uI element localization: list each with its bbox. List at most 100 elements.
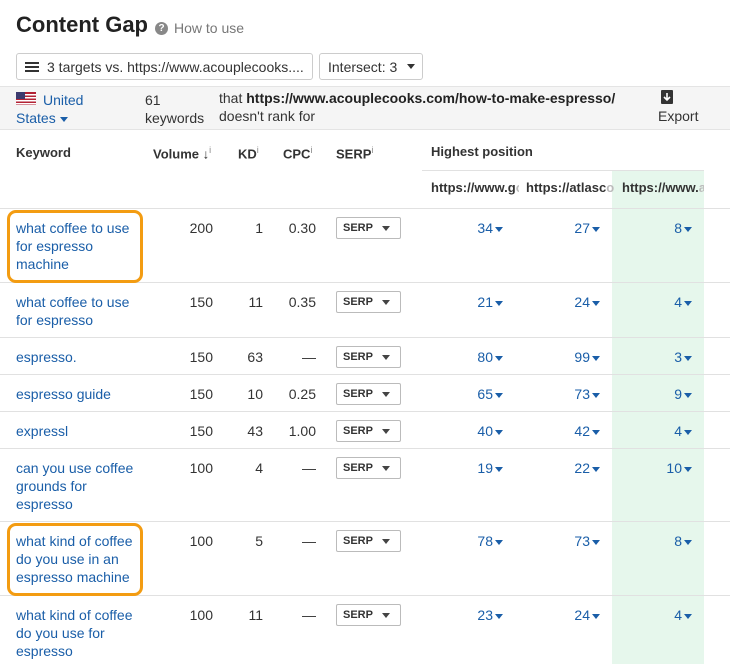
country-selector[interactable]: United States	[16, 91, 83, 127]
position-value: 24	[574, 294, 590, 310]
column-target-2[interactable]: https://atlasco	[526, 180, 614, 195]
position-value: 10	[666, 460, 682, 476]
cpc-value: 0.35	[288, 294, 316, 310]
position-target-1[interactable]: 23	[440, 606, 503, 624]
keyword-link[interactable]: can you use coffee grounds for espresso	[16, 460, 134, 512]
keywords-count-value: 61	[145, 92, 161, 108]
position-target-1[interactable]: 21	[440, 293, 503, 311]
column-target-3[interactable]: https://www.a	[622, 180, 704, 195]
chevron-down-icon	[592, 392, 600, 398]
keyword-link[interactable]: espresso.	[16, 349, 77, 365]
table-row: espresso guide 150 10 0.25 SERP 65 73 9	[0, 375, 730, 412]
serp-dropdown-button[interactable]: SERP	[336, 604, 401, 626]
targets-settings-button[interactable]: 3 targets vs. https://www.acouplecooks..…	[16, 53, 313, 80]
position-target-3[interactable]: 4	[630, 606, 692, 624]
chevron-down-icon	[684, 429, 692, 435]
position-value: 3	[674, 349, 682, 365]
position-target-3[interactable]: 8	[630, 219, 692, 237]
position-target-2[interactable]: 24	[535, 293, 600, 311]
position-target-3[interactable]: 10	[630, 459, 692, 477]
chevron-down-icon	[684, 300, 692, 306]
cpc-value: 0.30	[288, 220, 316, 236]
position-target-2[interactable]: 99	[535, 348, 600, 366]
cpc-value: 0.25	[288, 386, 316, 402]
column-volume[interactable]: Volume ↓i	[153, 145, 211, 161]
position-target-3[interactable]: 4	[630, 293, 692, 311]
position-target-2[interactable]: 24	[535, 606, 600, 624]
divider	[0, 208, 730, 209]
position-target-1[interactable]: 19	[440, 459, 503, 477]
kd-value: 11	[248, 294, 263, 310]
position-target-2[interactable]: 73	[535, 532, 600, 550]
chevron-down-icon	[684, 226, 692, 232]
position-target-1[interactable]: 40	[440, 422, 503, 440]
position-value: 9	[674, 386, 682, 402]
position-target-1[interactable]: 78	[440, 532, 503, 550]
column-cpc[interactable]: CPCi	[283, 145, 312, 161]
cpc-value: —	[302, 533, 316, 549]
target-3-url: https://www.	[622, 180, 699, 195]
chevron-down-icon	[684, 466, 692, 472]
position-value: 4	[674, 607, 682, 623]
position-target-1[interactable]: 65	[440, 385, 503, 403]
chevron-down-icon	[381, 299, 390, 305]
serp-button-label: SERP	[343, 222, 373, 234]
position-value: 42	[574, 423, 590, 439]
keyword-link[interactable]: expressl	[16, 423, 69, 439]
position-target-2[interactable]: 27	[535, 219, 600, 237]
serp-dropdown-button[interactable]: SERP	[336, 530, 401, 552]
column-target-1[interactable]: https://www.go	[431, 180, 519, 195]
serp-dropdown-button[interactable]: SERP	[336, 346, 401, 368]
serp-dropdown-button[interactable]: SERP	[336, 291, 401, 313]
serp-dropdown-button[interactable]: SERP	[336, 420, 401, 442]
keyword-link[interactable]: espresso guide	[16, 386, 111, 402]
position-value: 8	[674, 220, 682, 236]
chevron-down-icon	[684, 539, 692, 545]
position-target-2[interactable]: 22	[535, 459, 600, 477]
position-target-1[interactable]: 34	[440, 219, 503, 237]
how-to-use-link[interactable]: ? How to use	[155, 20, 244, 36]
volume-value: 200	[189, 220, 213, 236]
cpc-value: —	[302, 460, 316, 476]
info-icon: i	[371, 145, 374, 155]
country-line2: States	[16, 110, 56, 126]
volume-value: 150	[189, 294, 213, 310]
column-kd[interactable]: KDi	[238, 145, 259, 161]
column-serp-label: SERP	[336, 146, 372, 162]
position-target-3[interactable]: 8	[630, 532, 692, 550]
serp-button-label: SERP	[343, 425, 373, 437]
position-target-2[interactable]: 73	[535, 385, 600, 403]
position-target-1[interactable]: 80	[440, 348, 503, 366]
position-target-2[interactable]: 42	[535, 422, 600, 440]
table-row: what coffee to use for espresso 150 11 0.35…	[0, 283, 730, 338]
chevron-down-icon	[381, 225, 390, 231]
table-row: what kind of coffee do you use in an esp…	[0, 522, 730, 596]
export-button[interactable]: Export	[658, 90, 698, 124]
position-target-3[interactable]: 9	[630, 385, 692, 403]
keyword-link[interactable]: what coffee to use for espresso	[16, 294, 130, 328]
targets-label: 3 targets vs. https://www.acouplecooks..…	[47, 58, 304, 75]
serp-button-label: SERP	[343, 609, 373, 621]
serp-dropdown-button[interactable]: SERP	[336, 457, 401, 479]
keyword-link[interactable]: what kind of coffee do you use for espre…	[16, 607, 133, 659]
serp-dropdown-button[interactable]: SERP	[336, 383, 401, 405]
chevron-down-icon	[495, 429, 503, 435]
position-target-3[interactable]: 3	[630, 348, 692, 366]
keyword-link[interactable]: what kind of coffee do you use in an esp…	[16, 533, 133, 585]
intersect-dropdown[interactable]: Intersect: 3	[319, 53, 423, 80]
column-volume-label: Volume	[153, 146, 199, 162]
info-icon: i	[256, 145, 259, 155]
serp-dropdown-button[interactable]: SERP	[336, 217, 401, 239]
keyword-highlight-box	[7, 210, 143, 283]
column-highest-position: Highest position	[431, 144, 533, 159]
position-target-3[interactable]: 4	[630, 422, 692, 440]
chevron-down-icon	[592, 226, 600, 232]
page-title: Content Gap	[16, 12, 148, 37]
column-keyword[interactable]: Keyword	[16, 145, 71, 160]
chevron-down-icon	[381, 538, 390, 544]
keyword-link[interactable]: what coffee to use for espresso machine	[16, 220, 130, 272]
chevron-down-icon	[592, 466, 600, 472]
position-value: 34	[477, 220, 493, 236]
chevron-down-icon	[495, 539, 503, 545]
column-kd-label: KD	[238, 146, 257, 162]
